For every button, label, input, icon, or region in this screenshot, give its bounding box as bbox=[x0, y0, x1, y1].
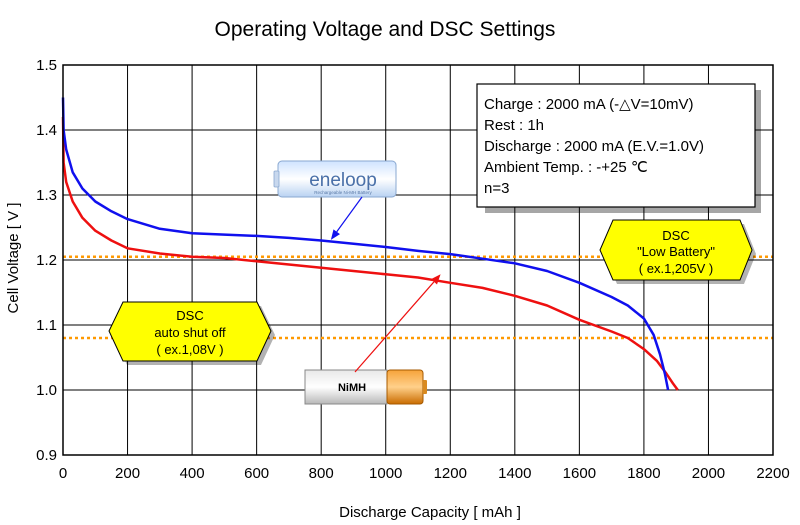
threshold-lines bbox=[63, 255, 773, 340]
low-battery-callout: DSC "Low Battery" ( ex.1,205V ) bbox=[599, 219, 756, 284]
nimh-arrow bbox=[354, 281, 435, 373]
x-tick-label: 0 bbox=[59, 465, 67, 482]
y-tick-label: 1.4 bbox=[36, 122, 57, 139]
y-tick-label: 1.3 bbox=[36, 187, 57, 204]
callout-line: DSC bbox=[176, 308, 203, 323]
info-line: Ambient Temp. : -+25 ℃ bbox=[484, 159, 648, 176]
x-axis-label: Discharge Capacity [ mAh ] bbox=[339, 504, 521, 521]
nimh-arrowhead bbox=[430, 274, 441, 285]
nimh-battery-icon: NiMH bbox=[304, 369, 427, 405]
y-tick-label: 1.5 bbox=[36, 57, 57, 74]
eneloop-arrowhead bbox=[330, 229, 340, 240]
test-conditions-box: Charge : 2000 mA (-△V=10mV) Rest : 1h Di… bbox=[476, 83, 761, 213]
callout-line: ( ex.1,205V ) bbox=[639, 261, 713, 276]
info-line: n=3 bbox=[484, 180, 509, 197]
x-tick-label: 1400 bbox=[498, 465, 531, 482]
nimh-brand: NiMH bbox=[338, 382, 366, 394]
plot-frame bbox=[62, 64, 774, 456]
y-tick-label: 0.9 bbox=[36, 447, 57, 464]
x-tick-label: 1200 bbox=[434, 465, 467, 482]
y-tick-label: 1.1 bbox=[36, 317, 57, 334]
x-tick-labels: 0 200 400 600 800 1000 1200 1400 1600 1800 2000 220… bbox=[59, 465, 790, 482]
x-tick-label: 1000 bbox=[369, 465, 402, 482]
y-tick-label: 1.0 bbox=[36, 382, 57, 399]
info-line: Discharge : 2000 mA (E.V.=1.0V) bbox=[484, 138, 704, 155]
series-line-nimh bbox=[61, 116, 679, 391]
chart-title: Operating Voltage and DSC Settings bbox=[215, 18, 556, 41]
eneloop-subtext: Rechargeable Ni-MH Battery bbox=[314, 190, 372, 195]
y-tick-labels: 0.9 1.0 1.1 1.2 1.3 1.4 1.5 bbox=[36, 57, 57, 464]
info-line: Rest : 1h bbox=[484, 117, 544, 134]
x-tick-label: 1600 bbox=[563, 465, 596, 482]
series-line-eneloop bbox=[61, 97, 670, 391]
callout-line: DSC bbox=[662, 228, 689, 243]
x-tick-label: 1800 bbox=[627, 465, 660, 482]
callout-line: ( ex.1,08V ) bbox=[156, 342, 223, 357]
shutoff-callout: DSC auto shut off ( ex.1,08V ) bbox=[108, 301, 275, 365]
series-group bbox=[61, 97, 679, 391]
y-tick-label: 1.2 bbox=[36, 252, 57, 269]
callout-line: auto shut off bbox=[154, 325, 226, 340]
eneloop-brand: eneloop bbox=[309, 170, 377, 191]
y-axis-label: Cell Voltage [ V ] bbox=[5, 203, 22, 314]
x-tick-label: 2200 bbox=[756, 465, 789, 482]
x-tick-label: 600 bbox=[244, 465, 269, 482]
x-tick-label: 400 bbox=[180, 465, 205, 482]
x-tick-label: 800 bbox=[309, 465, 334, 482]
eneloop-battery-icon: eneloop Rechargeable Ni-MH Battery bbox=[273, 160, 397, 198]
x-tick-label: 2000 bbox=[692, 465, 725, 482]
info-line: Charge : 2000 mA (-△V=10mV) bbox=[484, 96, 694, 113]
x-tick-label: 200 bbox=[115, 465, 140, 482]
callout-line: "Low Battery" bbox=[637, 244, 715, 259]
eneloop-arrow bbox=[336, 196, 363, 233]
